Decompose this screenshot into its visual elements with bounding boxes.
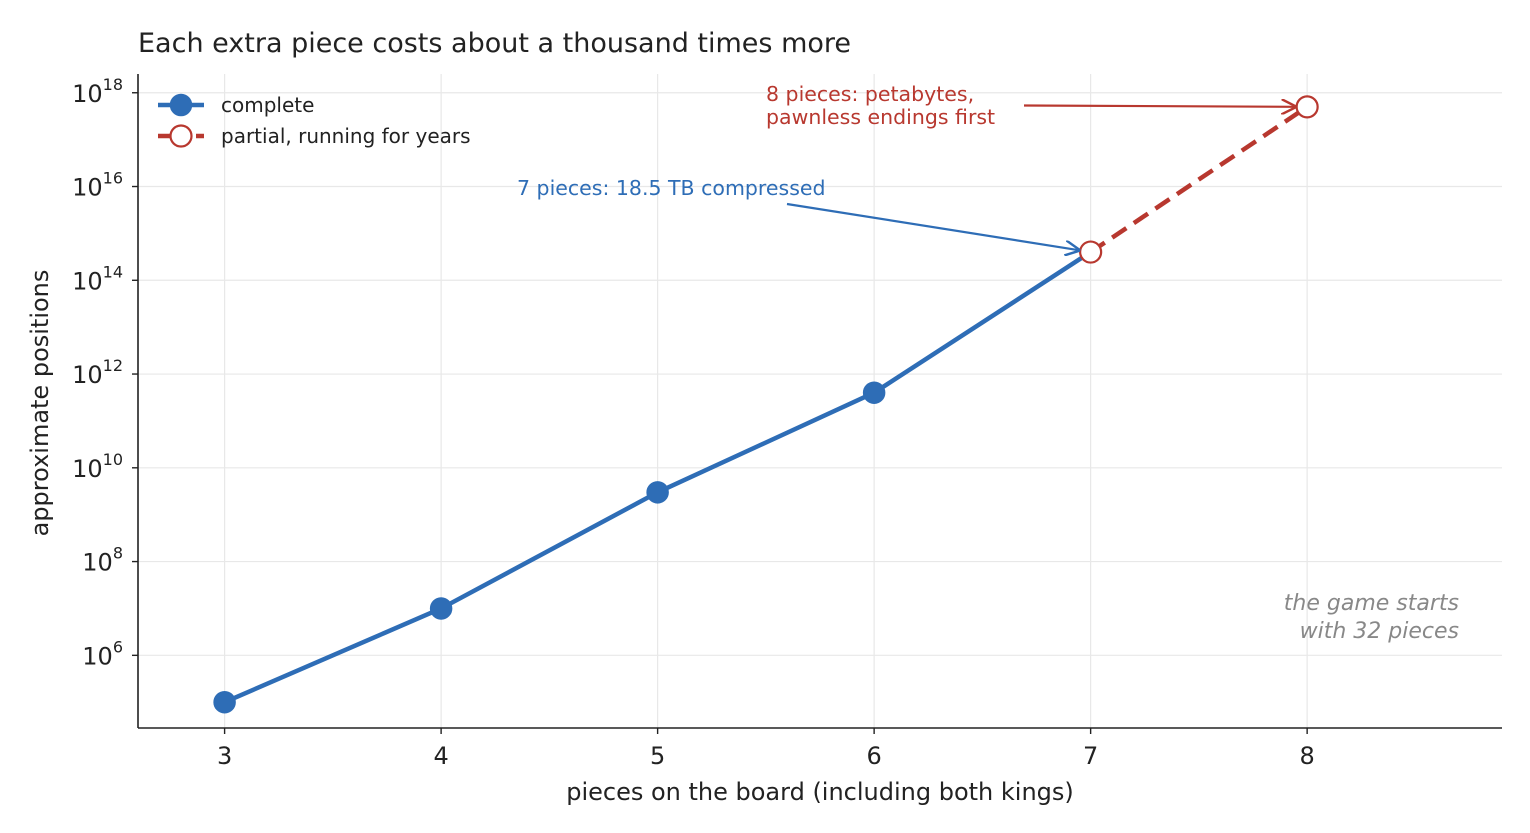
y-tick-label: 1010 — [72, 450, 123, 483]
annotation-arrow-0 — [1023, 106, 1295, 107]
data-point — [862, 381, 886, 404]
note-line: with 32 pieces — [1300, 619, 1459, 644]
x-tick-label: 8 — [1300, 742, 1315, 770]
legend-entry-1: partial, running for years — [221, 124, 471, 148]
y-tick-base: 10 — [72, 361, 103, 389]
x-tick-label: 4 — [433, 742, 448, 770]
data-point — [1079, 240, 1103, 264]
y-tick-label: 1012 — [72, 356, 123, 389]
y-axis-label: approximate positions — [26, 270, 54, 537]
y-tick-base: 10 — [72, 174, 103, 202]
annotation-1: 7 pieces: 18.5 TB compressed — [517, 176, 826, 200]
y-tick-label: 1018 — [72, 75, 123, 108]
annotation-line: pawnless endings first — [766, 105, 995, 129]
annotation-line: 8 pieces: petabytes, — [766, 82, 974, 106]
y-tick-base: 10 — [72, 455, 103, 483]
x-tick-label: 6 — [866, 742, 881, 770]
y-tick-label: 108 — [82, 544, 123, 577]
y-tick-exponent: 18 — [103, 75, 123, 94]
x-tick-label: 7 — [1083, 742, 1098, 770]
data-point — [429, 597, 453, 620]
note-line: the game starts — [1284, 591, 1459, 616]
corner-note-text: the game starts with 32 pieces — [1284, 591, 1459, 644]
y-tick-label: 1016 — [72, 169, 123, 202]
legend-entry-0: complete — [221, 93, 314, 117]
annotations: 8 pieces: petabytes, pawnless endings fir… — [517, 82, 1295, 250]
x-tick-label: 5 — [650, 742, 665, 770]
annotation-line: 7 pieces: 18.5 TB compressed — [517, 176, 826, 200]
series-layer — [213, 95, 1319, 714]
y-tick-exponent: 10 — [103, 450, 123, 469]
legend: complete partial, running for years — [158, 93, 471, 148]
x-tick-label: 3 — [217, 742, 232, 770]
y-tick-label: 1014 — [72, 262, 123, 295]
y-tick-label: 106 — [82, 637, 123, 670]
y-tick-exponent: 12 — [103, 356, 123, 375]
annotation-0: 8 pieces: petabytes, pawnless endings fir… — [766, 82, 995, 129]
x-axis-label: pieces on the board (including both king… — [566, 778, 1074, 806]
series-line-1 — [1089, 104, 1309, 254]
y-tick-base: 10 — [82, 642, 113, 670]
y-tick-base: 10 — [72, 267, 103, 295]
legend-marker — [169, 93, 193, 117]
y-tick-exponent: 8 — [113, 544, 123, 563]
corner-note: the game starts with 32 pieces — [1284, 591, 1459, 644]
gridlines — [138, 74, 1502, 728]
y-tick-base: 10 — [82, 549, 113, 577]
data-point — [646, 481, 669, 504]
data-point — [1295, 95, 1319, 119]
axes — [132, 74, 1502, 734]
y-tick-exponent: 16 — [103, 169, 123, 188]
annotation-arrow-1 — [786, 202, 1079, 250]
legend-marker — [169, 124, 193, 148]
data-point — [213, 690, 236, 714]
chart-title: Each extra piece costs about a thousand … — [138, 28, 851, 59]
y-tick-exponent: 14 — [103, 262, 123, 281]
y-tick-exponent: 6 — [113, 637, 123, 656]
y-tick-base: 10 — [72, 80, 103, 108]
